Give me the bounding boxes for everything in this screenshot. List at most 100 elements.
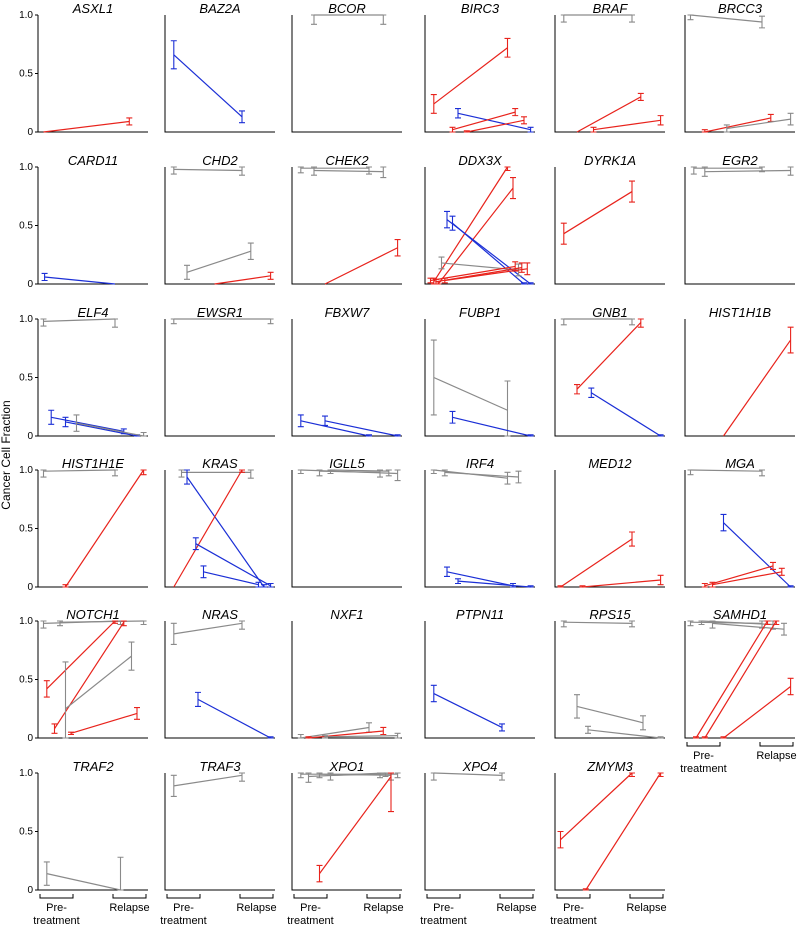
x-category-label-line2: treatment (420, 915, 466, 927)
panel-title: BAZ2A (199, 1, 240, 16)
panel-title: EWSR1 (197, 305, 243, 320)
error-bar (48, 409, 55, 425)
error-bar (366, 166, 372, 175)
error-bar (579, 585, 586, 588)
error-bar (787, 112, 794, 126)
error-bar (455, 578, 461, 585)
ccf-change-line (186, 250, 251, 273)
ccf-change-line (560, 772, 633, 841)
panel-fubp1: FUBP1 (424, 305, 535, 437)
panel-title: IRF4 (466, 456, 494, 471)
error-bar (261, 584, 267, 588)
series-line-red (43, 620, 118, 698)
series-line-gray (297, 166, 372, 175)
panel-chd2: CHD2 (164, 153, 275, 285)
series-line-red (576, 92, 644, 133)
error-bar (305, 736, 312, 739)
x-category-bracket (556, 894, 591, 899)
error-bar (170, 622, 177, 645)
ccf-change-line (195, 543, 271, 587)
x-category-label: Relapse (109, 902, 149, 914)
error-bar (40, 318, 47, 327)
ccf-change-line (723, 686, 791, 739)
series-line-blue (430, 684, 505, 732)
error-bar (590, 126, 597, 133)
ccf-change-line (313, 169, 384, 173)
ccf-change-line (441, 262, 519, 271)
ccf-change-line (690, 469, 763, 472)
panel-title: BIRC3 (461, 1, 500, 16)
y-tick-label: 1.0 (19, 10, 33, 21)
ccf-change-line (704, 169, 791, 173)
panel-axes (164, 621, 275, 739)
error-bar (449, 215, 456, 231)
ccf-change-line (65, 655, 132, 710)
ccf-change-line (44, 276, 116, 285)
ccf-change-line (723, 522, 792, 588)
series-line-gray (430, 339, 511, 437)
error-bar (40, 469, 47, 478)
error-bar (637, 92, 644, 101)
y-tick-label: 1.0 (19, 162, 33, 173)
series-line-red (590, 115, 664, 133)
ccf-change-line (59, 620, 144, 623)
series-line-gray (62, 641, 135, 739)
error-bar (62, 584, 69, 588)
y-tick-label: 0.5 (19, 827, 33, 838)
series-line-gray (73, 414, 147, 437)
panel-axes (684, 621, 795, 739)
panel-rps15: RPS15 (554, 607, 665, 739)
error-bar (140, 620, 147, 626)
x-categories-zmym3: Pre-treatment Relapse (550, 894, 667, 927)
error-bar (582, 888, 589, 891)
error-bar (690, 166, 697, 175)
series-line-red (701, 620, 780, 739)
error-bar (184, 264, 190, 280)
panel-axes (554, 621, 665, 739)
y-tick-label: 0.5 (19, 373, 33, 384)
series-line-gray (170, 318, 274, 325)
panel-nxf1: NXF1 (291, 607, 402, 739)
series-line-gray (438, 256, 522, 277)
ccf-change-line (576, 322, 642, 390)
series-line-blue (455, 578, 534, 588)
x-category-labels: Pre-treatment Relapse Pre-treatment Relapse… (33, 742, 797, 927)
series-line-red (463, 116, 527, 133)
panel-xpo1: XPO1 (291, 759, 402, 891)
error-bar (787, 326, 794, 354)
error-bar (255, 581, 262, 588)
x-category-label-line2: treatment (160, 915, 206, 927)
panel-mga: MGA (684, 456, 795, 588)
panel-axes (37, 167, 148, 285)
error-bar (322, 735, 328, 739)
x-categories-xpo1: Pre-treatment Relapse (287, 894, 404, 927)
series-line-gray (311, 14, 387, 25)
ccf-change-line (444, 268, 528, 282)
y-axis-label: Cancer Cell Fraction (0, 400, 13, 509)
series-line-gray (322, 732, 401, 739)
error-bar (557, 830, 564, 849)
error-bar (701, 736, 708, 739)
error-bar (247, 242, 254, 260)
x-category-label-line2: treatment (287, 915, 333, 927)
ccf-change-line (324, 735, 398, 738)
error-bar (43, 680, 50, 698)
x-category-bracket (166, 894, 201, 899)
series-line-red (449, 108, 519, 133)
panel-med12: MED12 (554, 456, 665, 588)
series-line-red (574, 318, 644, 395)
series-line-gray (170, 772, 245, 797)
error-bar (759, 469, 765, 477)
panel-title: BRAF (593, 1, 629, 16)
panel-ptpn11: PTPN11 (424, 607, 535, 739)
error-bar (43, 861, 50, 886)
error-bar (433, 278, 439, 285)
series-line-gray (441, 469, 522, 484)
ccf-change-line (701, 620, 774, 626)
series-line-blue (588, 387, 664, 437)
series-line-gray (430, 469, 511, 485)
panel-title: TRAF2 (72, 759, 114, 774)
error-bar (195, 691, 201, 707)
panel-title: XPO1 (329, 759, 365, 774)
ccf-change-line (560, 538, 633, 588)
